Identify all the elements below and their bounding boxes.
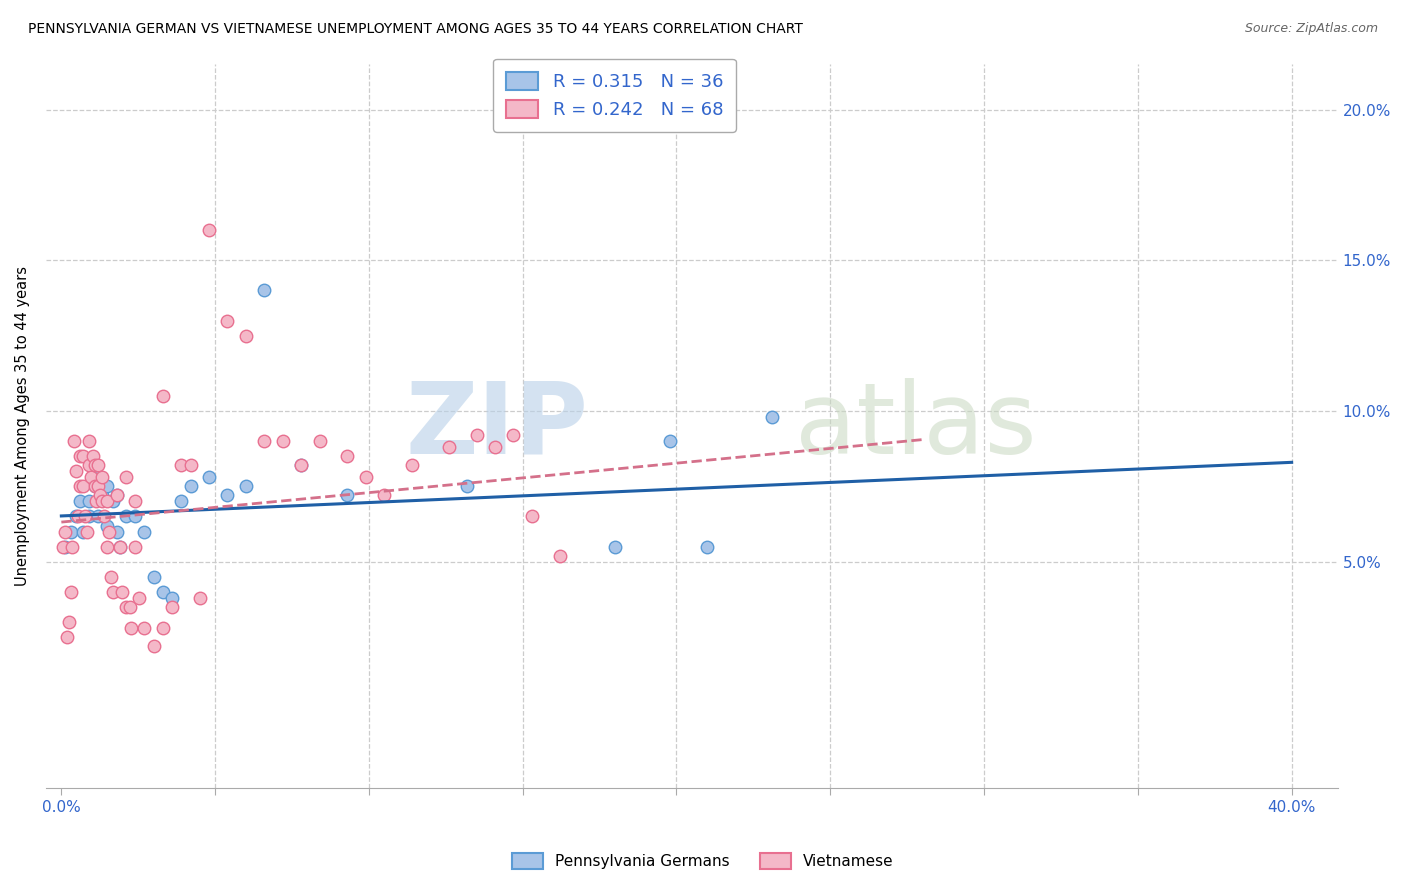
Legend: R = 0.315   N = 36, R = 0.242   N = 68: R = 0.315 N = 36, R = 0.242 N = 68 xyxy=(494,59,735,132)
Legend: Pennsylvania Germans, Vietnamese: Pennsylvania Germans, Vietnamese xyxy=(506,847,900,875)
Text: Source: ZipAtlas.com: Source: ZipAtlas.com xyxy=(1244,22,1378,36)
Text: atlas: atlas xyxy=(796,377,1036,475)
Text: ZIP: ZIP xyxy=(406,377,589,475)
Y-axis label: Unemployment Among Ages 35 to 44 years: Unemployment Among Ages 35 to 44 years xyxy=(15,266,30,586)
Text: PENNSYLVANIA GERMAN VS VIETNAMESE UNEMPLOYMENT AMONG AGES 35 TO 44 YEARS CORRELA: PENNSYLVANIA GERMAN VS VIETNAMESE UNEMPL… xyxy=(28,22,803,37)
